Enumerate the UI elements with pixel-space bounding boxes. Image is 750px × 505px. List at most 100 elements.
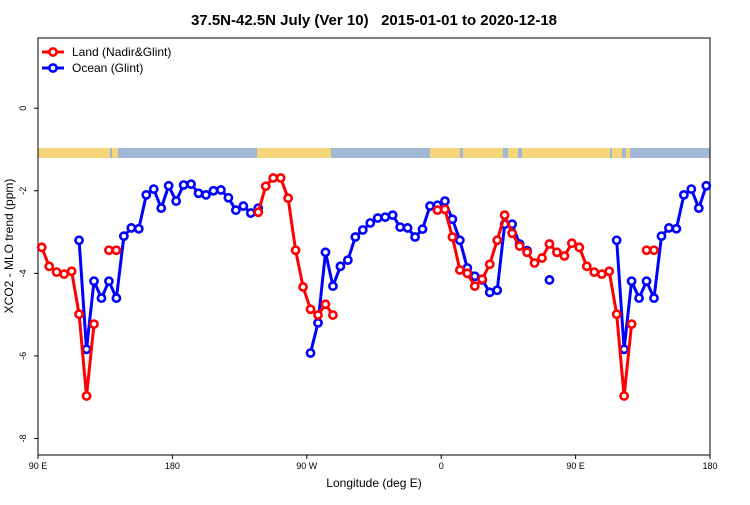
data-point bbox=[432, 205, 443, 216]
data-point bbox=[193, 188, 204, 199]
data-point bbox=[74, 309, 84, 320]
data-point bbox=[671, 223, 682, 234]
data-point bbox=[104, 276, 114, 287]
y-tick-label: -6 bbox=[18, 352, 28, 360]
data-point bbox=[216, 185, 226, 195]
data-point bbox=[440, 204, 450, 215]
data-point bbox=[335, 261, 346, 272]
data-point bbox=[268, 173, 279, 183]
data-point bbox=[693, 203, 704, 214]
data-point bbox=[245, 208, 256, 218]
data-point bbox=[634, 293, 644, 304]
data-point bbox=[44, 261, 55, 272]
data-point bbox=[454, 235, 465, 246]
data-point bbox=[66, 266, 77, 277]
x-tick-label: 180 bbox=[165, 461, 180, 471]
data-point bbox=[89, 276, 99, 287]
data-point bbox=[514, 241, 525, 251]
data-point bbox=[305, 348, 316, 358]
data-point bbox=[529, 258, 540, 268]
series-line bbox=[40, 176, 654, 398]
data-point bbox=[156, 203, 167, 214]
legend-marker bbox=[48, 63, 58, 73]
data-point bbox=[552, 247, 562, 258]
data-point bbox=[163, 180, 174, 191]
data-point bbox=[619, 391, 630, 401]
data-point bbox=[111, 245, 122, 256]
data-point bbox=[59, 269, 70, 280]
data-point bbox=[313, 317, 323, 328]
data-point bbox=[619, 344, 630, 355]
data-point bbox=[507, 228, 518, 239]
data-point bbox=[365, 218, 376, 228]
data-point bbox=[566, 238, 577, 249]
data-point bbox=[36, 242, 47, 253]
data-point bbox=[649, 293, 659, 304]
data-point bbox=[462, 268, 473, 279]
data-point bbox=[559, 251, 570, 261]
data-point bbox=[589, 267, 600, 277]
data-point bbox=[238, 201, 249, 211]
x-tick-label: 90 W bbox=[296, 461, 318, 471]
data-point bbox=[410, 232, 420, 242]
data-point bbox=[544, 239, 555, 249]
data-point bbox=[604, 266, 615, 277]
data-point bbox=[298, 282, 308, 292]
data-point bbox=[305, 304, 316, 315]
data-point bbox=[171, 196, 182, 206]
data-point bbox=[440, 196, 450, 206]
legend-label: Ocean (Glint) bbox=[72, 61, 143, 75]
chart-title: 37.5N-42.5N July (Ver 10) 2015-01-01 to … bbox=[191, 12, 557, 29]
data-point bbox=[596, 269, 607, 280]
x-tick-label: 90 E bbox=[566, 461, 585, 471]
data-point bbox=[186, 179, 196, 190]
data-point bbox=[425, 201, 435, 211]
data-point bbox=[656, 231, 667, 242]
data-point bbox=[477, 274, 488, 285]
data-point bbox=[380, 212, 391, 223]
data-point bbox=[111, 293, 122, 304]
data-point bbox=[260, 181, 271, 192]
data-point bbox=[574, 242, 585, 253]
y-tick-label: -2 bbox=[18, 187, 28, 195]
data-point bbox=[141, 189, 152, 200]
plot-frame bbox=[37, 37, 711, 456]
data-point bbox=[290, 245, 301, 256]
data-point bbox=[126, 223, 137, 233]
data-point bbox=[499, 210, 510, 221]
data-point bbox=[611, 235, 622, 246]
data-point bbox=[641, 245, 652, 256]
data-point bbox=[104, 245, 114, 256]
data-point bbox=[611, 309, 622, 320]
data-point bbox=[350, 232, 361, 242]
data-point bbox=[402, 223, 413, 233]
data-point bbox=[454, 265, 465, 275]
land-ocean-strip bbox=[38, 148, 710, 158]
data-point bbox=[223, 192, 234, 203]
data-point bbox=[626, 319, 637, 330]
data-point bbox=[484, 259, 495, 270]
x-tick-label: 0 bbox=[439, 461, 444, 471]
data-point bbox=[283, 193, 294, 204]
data-point bbox=[178, 180, 189, 190]
data-point bbox=[313, 310, 323, 320]
data-point bbox=[357, 225, 368, 235]
data-point bbox=[118, 231, 129, 242]
y-tick-label: 0 bbox=[18, 106, 28, 111]
data-point bbox=[701, 180, 712, 191]
y-tick-label: -4 bbox=[18, 269, 28, 277]
data-point bbox=[469, 271, 480, 282]
data-point bbox=[678, 189, 689, 200]
data-point bbox=[328, 310, 338, 320]
data-point bbox=[74, 235, 84, 246]
data-point bbox=[320, 247, 331, 258]
data-point bbox=[544, 275, 555, 285]
legend-marker bbox=[48, 47, 58, 57]
x-tick-label: 90 E bbox=[29, 461, 48, 471]
data-point bbox=[641, 276, 652, 287]
data-point bbox=[89, 319, 99, 330]
data-point bbox=[664, 223, 674, 233]
data-point bbox=[148, 184, 159, 195]
y-tick-label: -8 bbox=[18, 434, 28, 442]
